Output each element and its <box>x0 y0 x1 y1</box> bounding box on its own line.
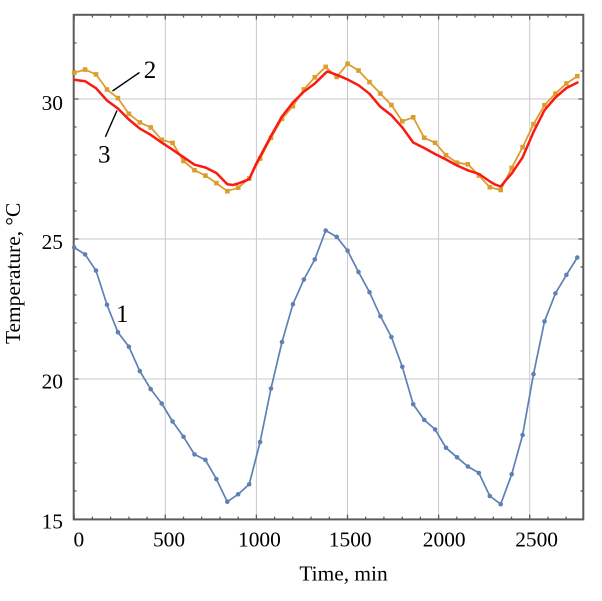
svg-text:1000: 1000 <box>238 527 281 551</box>
svg-text:500: 500 <box>153 527 185 551</box>
svg-text:30: 30 <box>42 91 63 115</box>
svg-text:2: 2 <box>144 57 157 84</box>
svg-text:Time, min: Time, min <box>299 562 388 586</box>
svg-text:25: 25 <box>42 230 63 254</box>
svg-text:15: 15 <box>42 510 63 534</box>
svg-text:2000: 2000 <box>423 527 466 551</box>
svg-text:20: 20 <box>42 370 63 394</box>
svg-text:1: 1 <box>116 301 129 328</box>
svg-text:Temperature, °C: Temperature, °C <box>1 203 25 344</box>
svg-text:0: 0 <box>74 527 85 551</box>
svg-text:3: 3 <box>98 141 111 168</box>
svg-text:2500: 2500 <box>515 527 558 551</box>
svg-text:1500: 1500 <box>329 527 372 551</box>
